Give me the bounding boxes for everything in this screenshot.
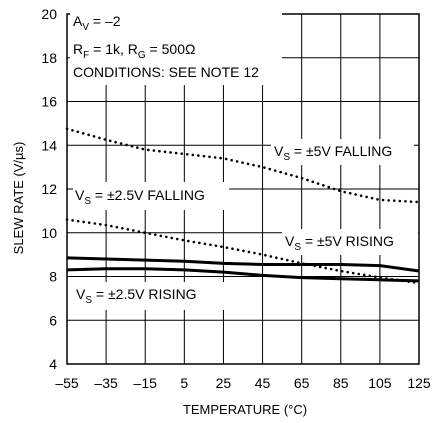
- x-tick-label: 5: [180, 375, 188, 391]
- y-axis-label: SLEW RATE (V/µs): [11, 142, 26, 255]
- series-label-2-5v-rising: VS = ±2.5V RISING: [73, 282, 227, 310]
- y-tick-label: 8: [49, 269, 57, 285]
- y-tick-label: 6: [49, 312, 57, 328]
- x-tick-label: –15: [134, 375, 158, 391]
- x-tick-label: 85: [333, 375, 349, 391]
- y-tick-label: 16: [41, 94, 57, 110]
- tick-labels: –55 –35 –15 5 25 45 65 85 105 125 4 6 8 10 12 14 16 18 20: [41, 6, 430, 391]
- series-lines: [65, 127, 421, 285]
- svg-text:VS = ±5V FALLING: VS = ±5V FALLING: [274, 143, 392, 163]
- y-tick-label: 18: [41, 50, 57, 66]
- series-line-1: [65, 218, 421, 285]
- y-tick-label: 14: [41, 137, 57, 153]
- series-line-2: [66, 256, 420, 273]
- y-tick-label: 4: [49, 356, 57, 372]
- x-tick-label: 25: [216, 375, 232, 391]
- svg-text:VS = ±2.5V FALLING: VS = ±2.5V FALLING: [75, 187, 205, 207]
- series-line-0: [65, 127, 421, 204]
- svg-text:VS = ±5V RISING: VS = ±5V RISING: [285, 233, 394, 253]
- series-label-5v-falling: VS = ±5V FALLING: [271, 139, 414, 165]
- x-tick-label: 105: [368, 375, 392, 391]
- av-condition: AV = –2: [73, 13, 121, 33]
- series-label-2-5v-falling: VS = ±2.5V FALLING: [73, 182, 229, 210]
- y-tick-label: 10: [41, 225, 57, 241]
- x-tick-label: 125: [407, 375, 431, 391]
- conditions-note: CONDITIONS: SEE NOTE 12: [73, 64, 259, 80]
- x-tick-label: 45: [255, 375, 271, 391]
- rf-rg-condition: RF = 1k, RG = 500Ω: [73, 41, 195, 61]
- svg-text:VS = ±2.5V RISING: VS = ±2.5V RISING: [76, 286, 197, 306]
- y-tick-label: 12: [41, 181, 57, 197]
- x-axis-label: TEMPERATURE (°C): [183, 402, 307, 417]
- conditions-annotation: AV = –2 RF = 1k, RG = 500Ω CONDITIONS: S…: [70, 10, 282, 85]
- x-tick-label: 65: [294, 375, 310, 391]
- y-tick-label: 20: [41, 6, 57, 22]
- x-tick-label: –35: [94, 375, 118, 391]
- series-label-5v-rising: VS = ±5V RISING: [282, 229, 418, 255]
- series-line-3: [66, 267, 420, 283]
- x-tick-label: –55: [55, 375, 79, 391]
